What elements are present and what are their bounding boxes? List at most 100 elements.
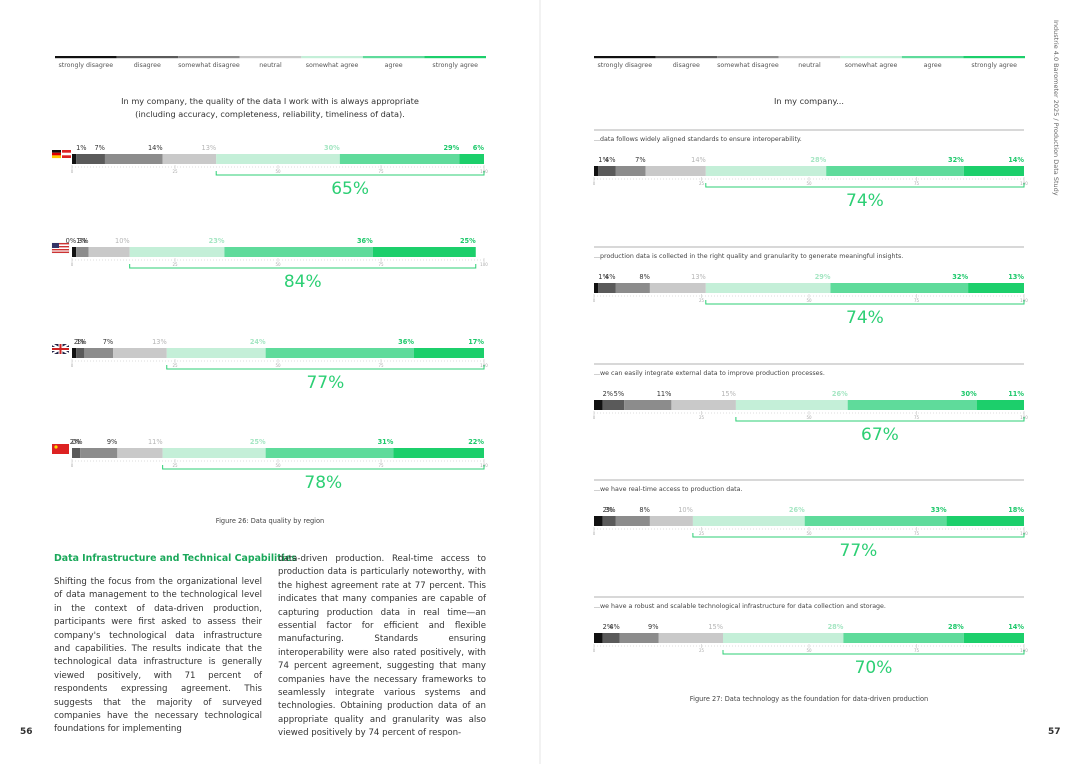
bar-segment — [76, 154, 105, 164]
bar-segment — [976, 400, 1024, 410]
legend-swatch — [594, 56, 656, 59]
section-heading: Data Infrastructure and Technical Capabi… — [54, 553, 297, 564]
value-label: 1% — [76, 338, 86, 346]
axis-tick-label: 50 — [806, 298, 812, 303]
bar-segment — [162, 448, 266, 458]
agreement-bracket — [692, 533, 1025, 538]
axis-tick-label: 0 — [593, 648, 596, 653]
figure-caption: Figure 27: Data technology as the founda… — [690, 695, 928, 703]
bar-segment — [624, 400, 672, 410]
bar-segment — [594, 633, 603, 643]
bar-segment — [265, 348, 414, 358]
value-label: 29% — [443, 144, 459, 152]
axis-tick-label: 0 — [593, 298, 596, 303]
bar-segment — [80, 448, 118, 458]
value-label: 26% — [789, 506, 805, 514]
legend-label: strongly agree — [971, 62, 1017, 69]
bar-segment — [594, 166, 599, 176]
bar-segment — [76, 348, 85, 358]
bar-segment — [615, 166, 646, 176]
axis-tick-label: 75 — [378, 463, 384, 468]
value-label: 18% — [1008, 506, 1024, 514]
value-label: 32% — [948, 156, 964, 164]
legend-label: strongly disagree — [597, 62, 652, 69]
axis-tick-label: 25 — [699, 648, 705, 653]
bar-segment — [645, 166, 706, 176]
bar-segment — [76, 247, 89, 257]
value-label: 0% — [72, 438, 82, 446]
bar-segment — [594, 516, 603, 526]
bar-segment — [804, 516, 947, 526]
agreement-total: 74% — [846, 191, 884, 211]
value-label: 7% — [94, 144, 104, 152]
bar-segment — [619, 633, 659, 643]
agreement-bracket — [705, 300, 1025, 305]
agreement-total: 78% — [304, 473, 342, 493]
value-label: 2% — [74, 338, 84, 346]
axis-tick-label: 75 — [914, 181, 920, 186]
axis-tick-label: 25 — [172, 363, 178, 368]
agreement-total: 70% — [855, 658, 893, 678]
legend-swatch — [655, 56, 718, 59]
value-label: 25% — [250, 438, 266, 446]
legend-swatch — [840, 56, 902, 59]
agreement-total: 77% — [840, 541, 878, 561]
bar-segment — [88, 247, 130, 257]
bar-segment — [671, 400, 736, 410]
axis-tick-label: 0 — [71, 363, 74, 368]
value-label: 36% — [398, 338, 414, 346]
bar-segment — [72, 247, 77, 257]
value-label: 1% — [76, 144, 86, 152]
value-label: 30% — [324, 144, 340, 152]
value-label: 2% — [603, 390, 613, 398]
bar-segment — [598, 283, 616, 293]
page-number: 57 — [1048, 727, 1061, 737]
value-label: 2% — [603, 506, 613, 514]
axis-tick-label: 50 — [275, 262, 281, 267]
bar-segment — [602, 400, 625, 410]
agreement-bracket — [129, 264, 477, 269]
value-label: 33% — [931, 506, 947, 514]
value-label: 26% — [832, 390, 848, 398]
value-label: 25% — [460, 237, 476, 245]
legend-swatch — [301, 56, 363, 59]
legend-label: disagree — [134, 62, 161, 69]
legend-swatch — [55, 56, 117, 59]
question: ...production data is collected in the r… — [594, 253, 903, 260]
page-number: 56 — [20, 727, 33, 737]
bar-segment — [602, 516, 616, 526]
value-label: 11% — [1008, 390, 1024, 398]
legend-swatch — [963, 56, 1025, 59]
legend-swatch — [362, 56, 425, 59]
value-label: 13% — [691, 273, 706, 281]
agreement-bracket — [215, 171, 485, 176]
value-label: 2% — [603, 623, 613, 631]
question: ...we can easily integrate external data… — [594, 370, 825, 377]
bar-segment — [946, 516, 1024, 526]
axis-tick-label: 25 — [172, 169, 178, 174]
flag-de-at — [52, 150, 71, 159]
flag-us — [51, 242, 70, 254]
bar-segment — [826, 166, 964, 176]
value-label: 36% — [357, 237, 373, 245]
agreement-total: 67% — [861, 425, 899, 445]
legend-swatch — [178, 56, 240, 59]
bar-segment — [963, 633, 1024, 643]
value-label: 29% — [815, 273, 831, 281]
value-label: 11% — [148, 438, 163, 446]
value-label: 2% — [70, 438, 80, 446]
value-label: 31% — [378, 438, 394, 446]
figure-title: In my company... — [774, 96, 844, 106]
bar-segment — [413, 348, 484, 358]
agreement-total: 77% — [306, 373, 344, 393]
bar-segment — [84, 348, 114, 358]
value-label: 1% — [76, 237, 86, 245]
axis-tick-label: 75 — [914, 531, 920, 536]
agreement-bracket — [705, 183, 1025, 188]
value-label: 30% — [961, 390, 977, 398]
value-label: 11% — [657, 390, 672, 398]
value-label: 9% — [648, 623, 658, 631]
axis-tick-label: 0 — [71, 463, 74, 468]
value-label: 6% — [473, 144, 485, 152]
bar-segment — [649, 516, 693, 526]
